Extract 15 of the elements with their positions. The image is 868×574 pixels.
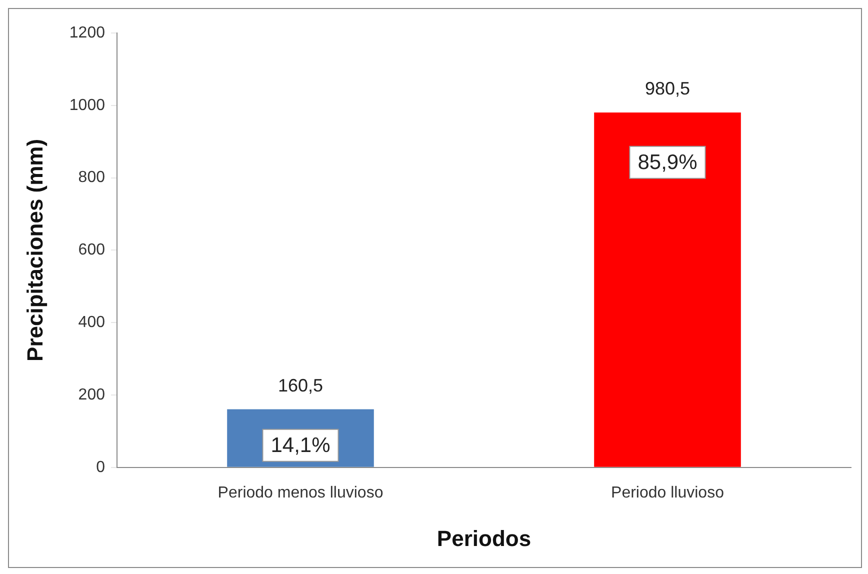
data-label: 980,5 bbox=[644, 78, 690, 98]
y-tick-label: 400 bbox=[78, 314, 106, 332]
y-tick-label: 1000 bbox=[69, 96, 106, 114]
x-tick-label: Periodo menos lluvioso bbox=[218, 484, 384, 502]
y-tick-label: 600 bbox=[78, 242, 106, 259]
x-axis-title: Periodos bbox=[436, 526, 532, 551]
y-tick-label: 800 bbox=[78, 169, 106, 186]
x-tick-label: Periodo lluvioso bbox=[611, 484, 724, 502]
annotation: 14,1% bbox=[270, 434, 330, 458]
y-tick-label: 200 bbox=[78, 386, 106, 404]
y-axis-title: Precipitaciones (mm) bbox=[22, 138, 48, 362]
annotation: 85,9% bbox=[638, 151, 698, 174]
y-tick-label: 1200 bbox=[69, 24, 106, 42]
y-tick-label: 0 bbox=[96, 458, 106, 476]
data-label: 160,5 bbox=[278, 375, 324, 396]
